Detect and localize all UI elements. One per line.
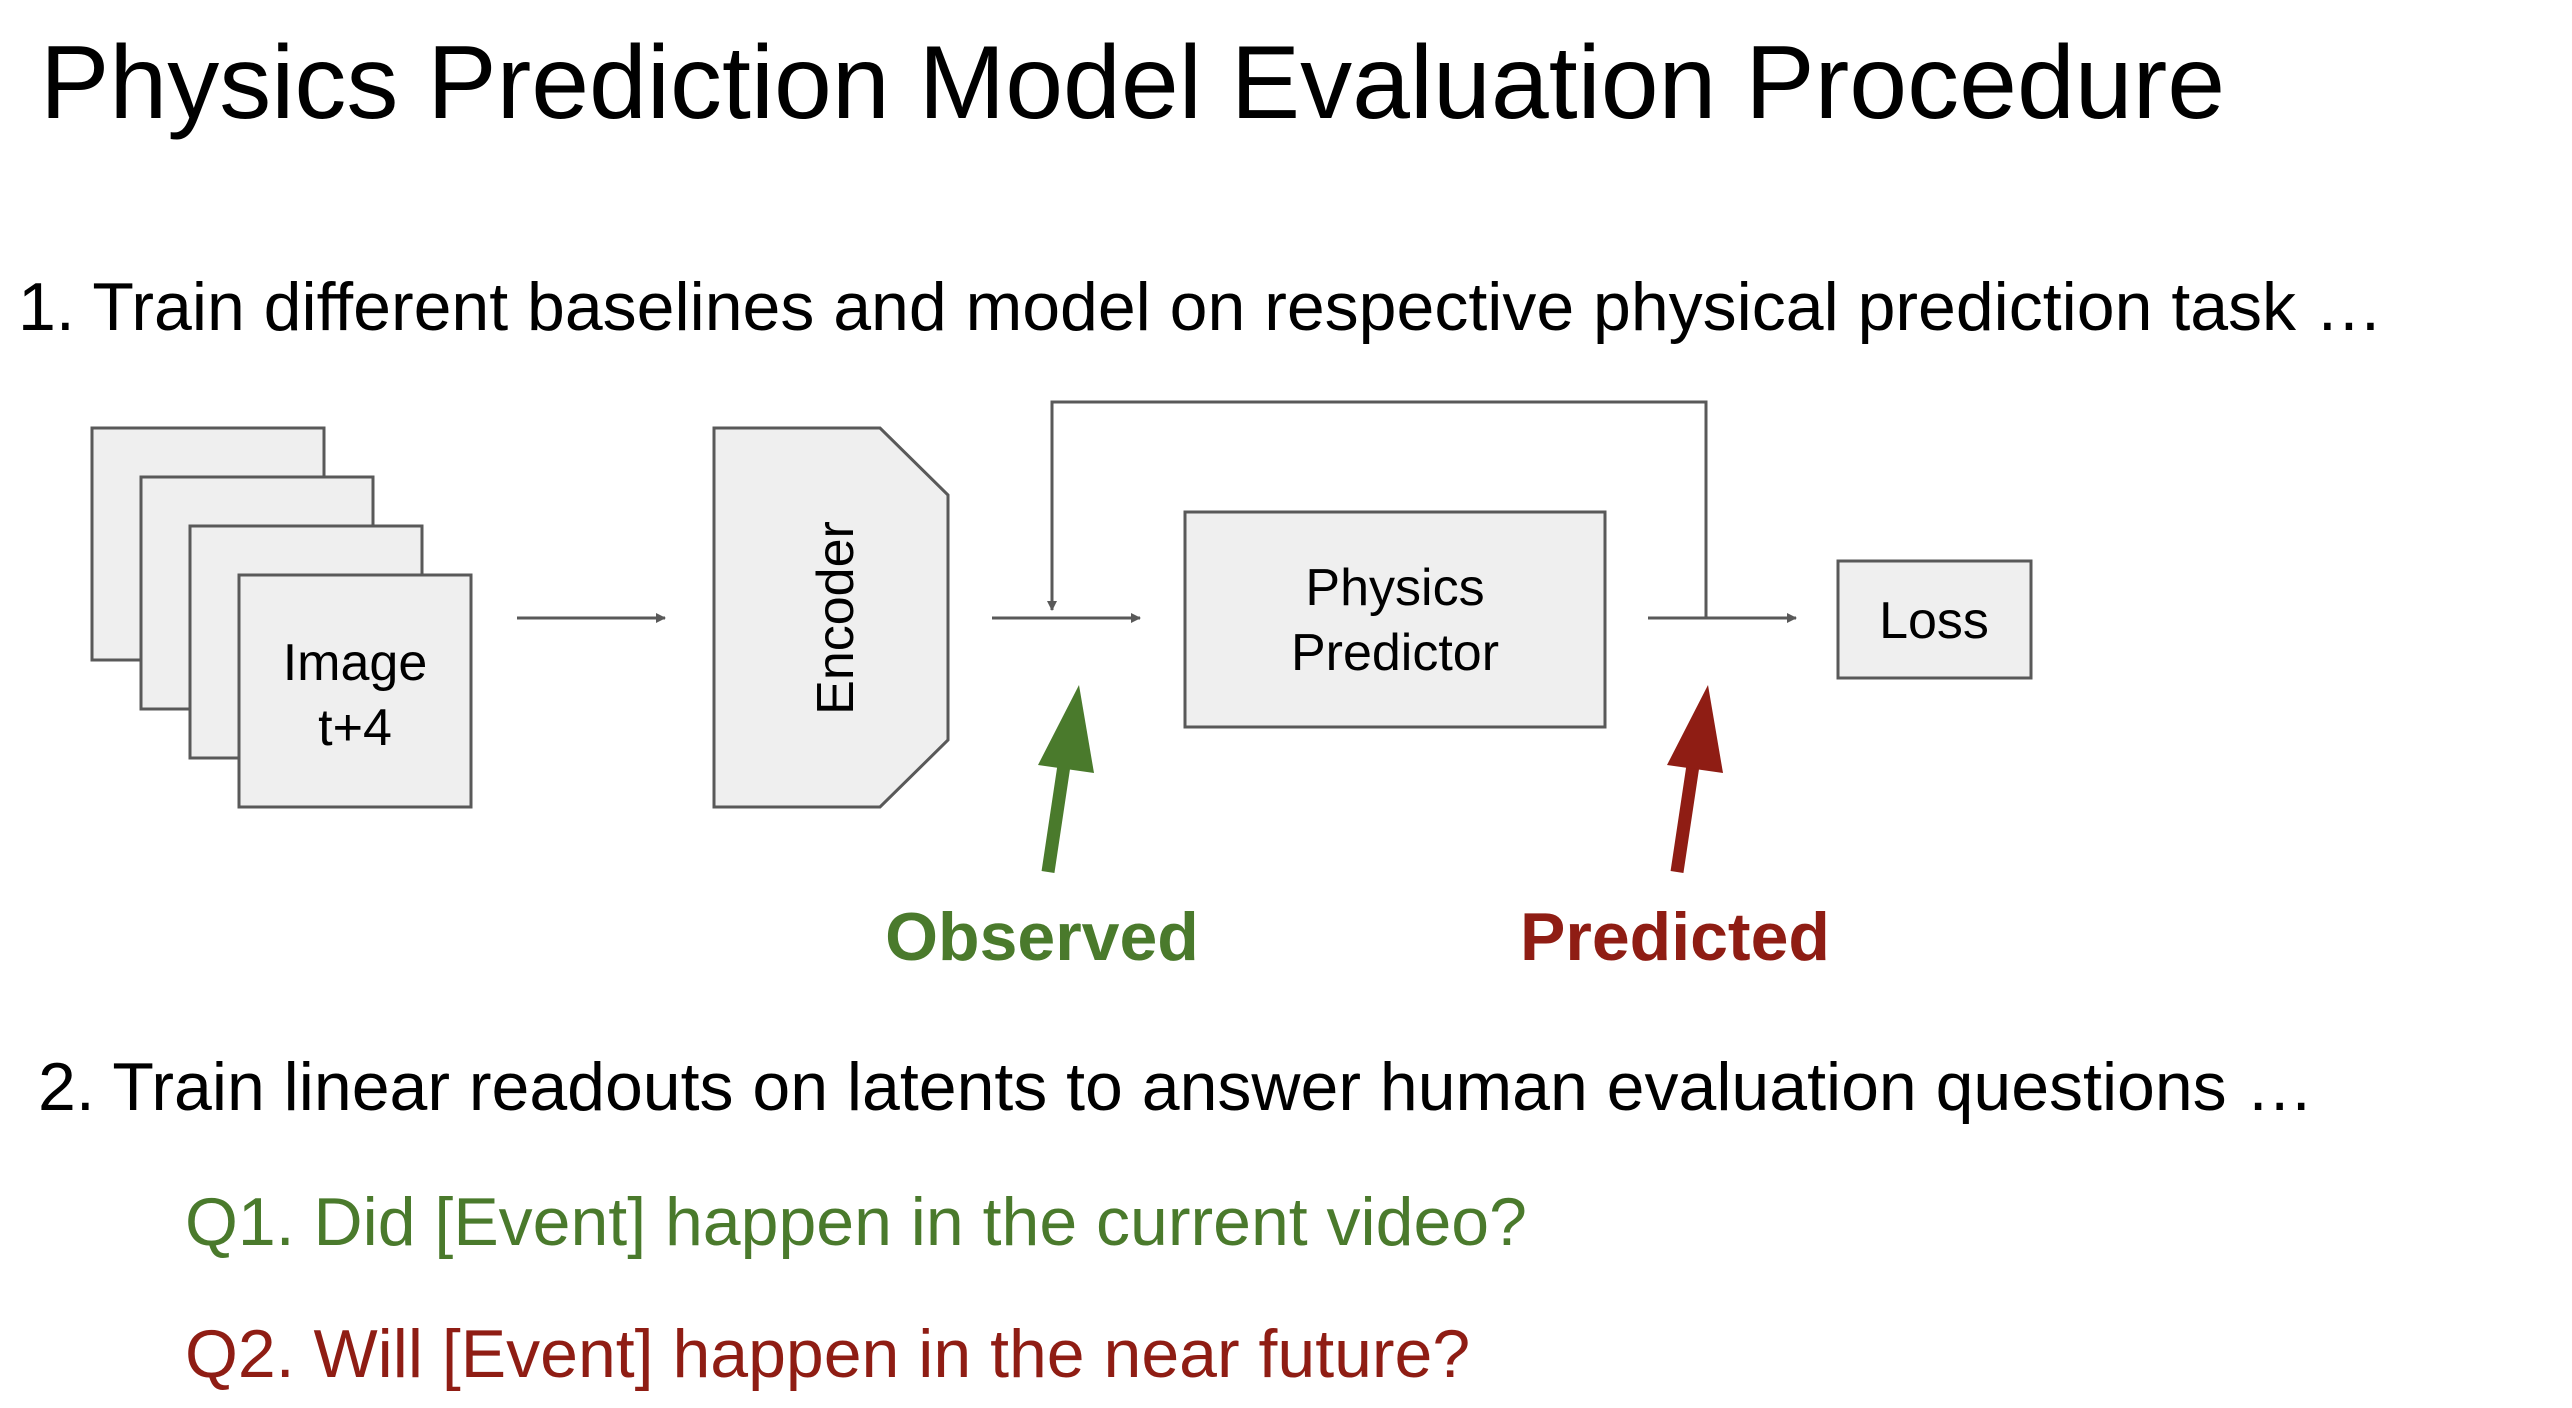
image-frame-front (237, 573, 473, 809)
step-2-text: 2. Train linear readouts on latents to a… (38, 1049, 2314, 1125)
image-stack: Image t+4 (90, 426, 473, 809)
encoder-block: Encoder (712, 426, 950, 809)
physics-predictor-label-line1: Physics (1305, 559, 1484, 617)
question-2: Q2. Will [Event] happen in the near futu… (185, 1316, 1471, 1392)
image-frame-label-line2: t+4 (318, 699, 392, 757)
loss-block: Loss (1836, 559, 2033, 680)
predicted-arrow-head (1667, 685, 1723, 773)
question-1: Q1. Did [Event] happen in the current vi… (185, 1184, 1527, 1260)
predicted-arrow-shaft (1670, 751, 1702, 873)
image-frame-label-line1: Image (283, 634, 428, 692)
loss-label: Loss (1879, 592, 1989, 650)
observed-pointer: Observed (885, 685, 1199, 975)
physics-predictor-box (1183, 510, 1607, 729)
observed-label: Observed (885, 899, 1199, 975)
page-title: Physics Prediction Model Evaluation Proc… (40, 25, 2226, 141)
physics-predictor-block: Physics Predictor (1183, 510, 1607, 729)
observed-arrow-shaft (1041, 751, 1073, 873)
step-1-text: 1. Train different baselines and model o… (18, 269, 2383, 345)
predicted-pointer: Predicted (1520, 685, 1830, 975)
loss-box (1836, 559, 2033, 680)
observed-arrow-head (1038, 685, 1094, 773)
encoder-label: Encoder (807, 521, 865, 715)
predicted-label: Predicted (1520, 899, 1830, 975)
feedback-loop-connector (1047, 400, 1708, 618)
physics-predictor-label-line2: Predictor (1291, 624, 1499, 682)
encoder-shape (712, 426, 950, 809)
